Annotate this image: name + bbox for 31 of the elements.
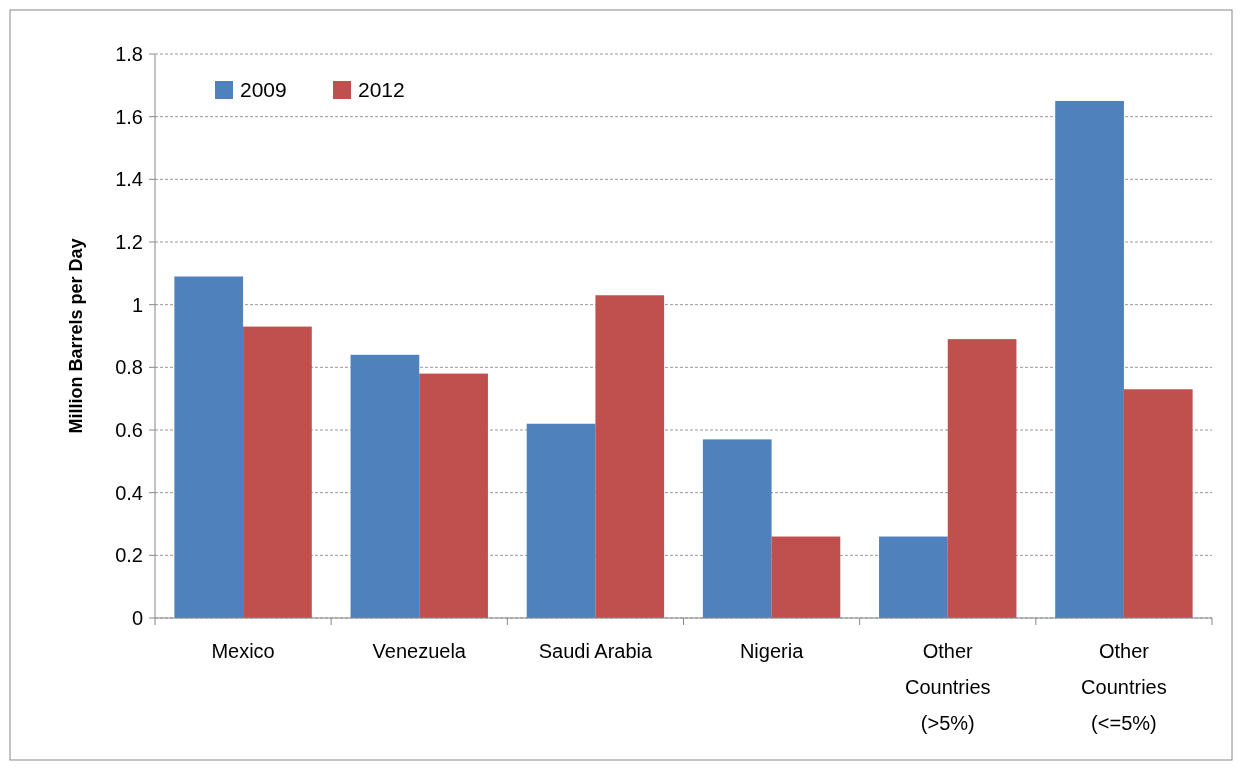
y-tick-label: 0.4: [115, 481, 143, 504]
bar: [947, 339, 1017, 618]
y-tick-label: 1.8: [115, 43, 143, 65]
y-tick-label: 0: [131, 607, 143, 629]
x-tick-label: Saudi Arabia: [538, 640, 653, 662]
bar: [1055, 101, 1124, 618]
bar: [419, 373, 488, 618]
y-tick-label: 0.8: [115, 356, 143, 379]
y-tick-label: 1: [131, 293, 143, 316]
x-tick-label: Venezuela: [372, 640, 467, 662]
bar: [771, 536, 841, 618]
y-tick-label: 0.6: [115, 419, 143, 441]
bar: [174, 276, 244, 618]
bar: [702, 439, 772, 618]
y-tick-label: 1.6: [115, 105, 143, 128]
y-tick-label: 1.4: [115, 168, 143, 191]
y-axis-title: Million Barrels per Day: [66, 238, 86, 434]
bar: [350, 354, 420, 618]
bar: [1123, 389, 1193, 618]
bar: [526, 423, 596, 618]
legend-label: 2009: [240, 78, 287, 102]
x-tick-label: Other Countries (<=5%): [1081, 640, 1167, 734]
legend-label: 2012: [358, 78, 405, 102]
bar: [243, 326, 312, 618]
x-tick-label: Mexico: [211, 640, 275, 662]
bar: [879, 536, 948, 618]
x-tick-label: Nigeria: [739, 640, 805, 662]
bar: [595, 295, 665, 618]
y-tick-label: 1.2: [115, 231, 143, 253]
y-tick-label: 0.2: [115, 544, 143, 567]
x-tick-label: Other Countries (>5%): [904, 640, 991, 734]
